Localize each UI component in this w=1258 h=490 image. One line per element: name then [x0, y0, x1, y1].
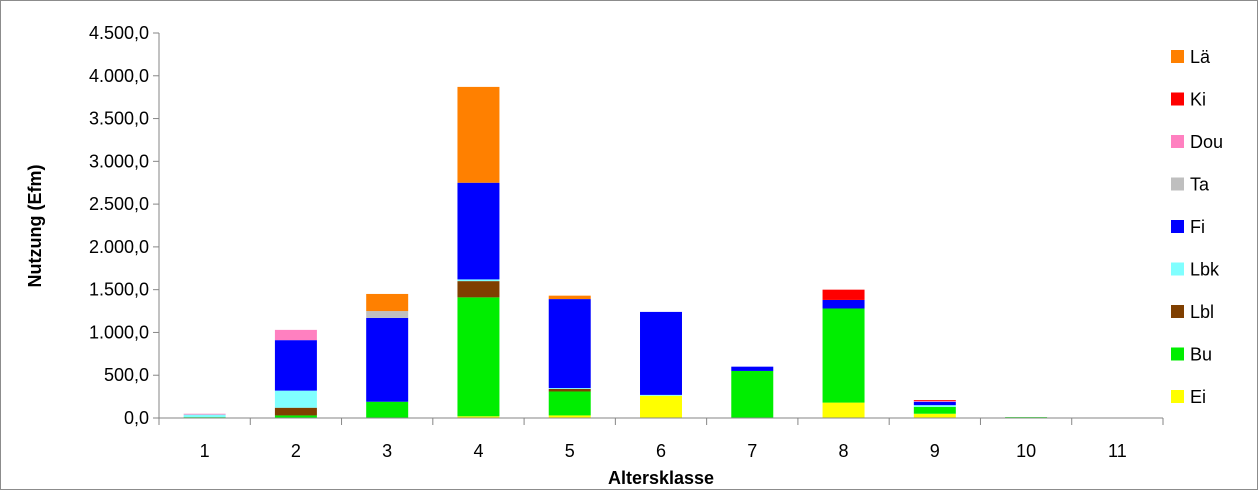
legend-swatch-ei	[1171, 390, 1184, 403]
x-tick-label: 1	[200, 441, 210, 461]
legend-swatch-lbk	[1171, 262, 1184, 276]
y-tick-label: 1.500,0	[89, 280, 149, 300]
bar-segment-dou-1	[183, 413, 226, 415]
bar-segment-ei-8	[822, 402, 865, 418]
bar-segment-lbk-9	[913, 405, 956, 407]
bar-segment-bu-4	[457, 297, 500, 417]
legend-swatch-fi	[1171, 220, 1184, 233]
bar-segment-bu-8	[822, 308, 865, 403]
bar-segment-bu-7	[731, 370, 774, 418]
legend-label-lä: Lä	[1190, 47, 1211, 67]
legend-swatch-bu	[1171, 347, 1184, 361]
y-tick-label: 2.500,0	[89, 194, 149, 214]
legend-swatch-dou	[1171, 135, 1184, 148]
legend-label-bu: Bu	[1190, 345, 1212, 365]
y-axis-title: Nutzung (Efm)	[25, 165, 45, 288]
bar-segment-ei-9	[913, 413, 956, 418]
legend-label-lbk: Lbk	[1190, 260, 1220, 280]
bar-segment-dou-2	[274, 329, 317, 341]
y-ticks-layer: 0,0 500,0 1.000,0 1.500,0 2.000,0 2.500,0 3.00…	[89, 23, 159, 428]
bar-segment-fi-7	[731, 366, 774, 371]
bar-segment-lbl-5	[548, 388, 591, 392]
y-tick-label: 4.500,0	[89, 23, 149, 43]
y-tick-label: 4.000,0	[89, 66, 149, 86]
x-tick-label: 8	[839, 441, 849, 461]
x-tick-label: 3	[382, 441, 392, 461]
legend: Lä Ki Dou Ta Fi Lbk Lbl Bu Ei	[1171, 47, 1223, 407]
bar-segment-bu-3	[366, 401, 409, 418]
y-tick-label: 0,0	[124, 408, 149, 428]
y-tick-label: 1.000,0	[89, 322, 149, 342]
bar-segment-lbl-4	[457, 281, 500, 298]
x-tick-label: 9	[930, 441, 940, 461]
x-ticks-layer: 1 2 3 4 5 6 7 8 9 10 11	[158, 418, 1164, 461]
legend-label-ei: Ei	[1190, 387, 1206, 407]
bar-segment-bu-5	[548, 391, 591, 416]
bar-segment-fi-9	[913, 401, 956, 406]
x-tick-label: 7	[747, 441, 757, 461]
bar-segment-lbk-1	[183, 414, 226, 418]
bar-segment-bu-9	[913, 406, 956, 414]
bar-segment-lbk-6	[640, 394, 682, 396]
bar-segment-ki-8	[822, 289, 865, 300]
legend-swatch-lä	[1171, 50, 1184, 63]
bar-segment-fi-8	[822, 299, 865, 309]
bar-segment-ei-4	[457, 416, 500, 418]
bar-segment-lä-3	[366, 293, 409, 312]
bar-segment-fi-4	[457, 182, 500, 280]
legend-label-lbl: Lbl	[1190, 302, 1214, 322]
x-tick-label: 6	[656, 441, 666, 461]
bar-segment-lbl-2	[274, 407, 317, 416]
y-tick-label: 2.000,0	[89, 237, 149, 257]
bar-segment-ei-5	[548, 415, 591, 418]
bar-segment-lä-4	[457, 86, 500, 183]
axes-layer	[158, 33, 1163, 419]
bar-segment-lbk-4	[457, 279, 500, 282]
legend-label-dou: Dou	[1190, 132, 1223, 152]
bar-segment-fi-5	[548, 299, 591, 389]
y-tick-label: 500,0	[104, 365, 149, 385]
legend-swatch-ta	[1171, 177, 1184, 191]
x-tick-label: 4	[473, 441, 483, 461]
bar-segment-dou-9	[913, 400, 956, 402]
x-tick-label: 5	[565, 441, 575, 461]
x-tick-label: 2	[291, 441, 301, 461]
bar-segment-fi-2	[274, 340, 317, 391]
bar-segment-lä-5	[548, 295, 591, 300]
bar-segment-lbk-2	[274, 390, 317, 408]
bar-segment-ta-3	[366, 311, 409, 318]
x-tick-label: 11	[1108, 441, 1127, 461]
bar-segment-fi-6	[640, 311, 682, 395]
bar-segment-fi-3	[366, 317, 409, 402]
legend-swatch-ki	[1171, 92, 1184, 106]
x-tick-label: 10	[1016, 441, 1036, 461]
legend-label-ta: Ta	[1190, 175, 1210, 195]
legend-swatch-lbl	[1171, 305, 1184, 318]
legend-label-ki: Ki	[1190, 90, 1206, 110]
x-axis-title: Altersklasse	[608, 468, 714, 488]
bars-layer	[183, 86, 1048, 418]
y-tick-label: 3.500,0	[89, 109, 149, 129]
bar-segment-ei-6	[640, 395, 682, 418]
bar-segment-lbk-5	[548, 388, 591, 389]
y-tick-label: 3.000,0	[89, 151, 149, 171]
legend-label-fi: Fi	[1190, 217, 1205, 237]
bar-segment-ki-9	[913, 400, 956, 401]
bar-segment-bu-2	[274, 415, 317, 418]
